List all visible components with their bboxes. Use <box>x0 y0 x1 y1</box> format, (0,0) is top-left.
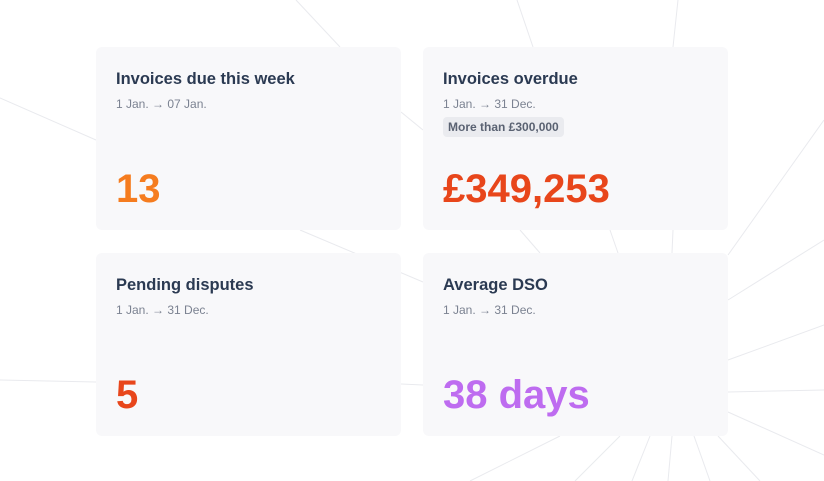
card-title: Invoices due this week <box>116 70 295 88</box>
card-value: 38 days <box>443 373 590 417</box>
card-invoices-overdue: Invoices overdue 1 Jan. → 31 Dec. More t… <box>423 47 728 230</box>
threshold-badge: More than £300,000 <box>443 117 564 137</box>
card-date-range: 1 Jan. → 31 Dec. <box>116 303 209 317</box>
card-pending-disputes: Pending disputes 1 Jan. → 31 Dec. 5 <box>96 253 401 436</box>
card-date-range: 1 Jan. → 31 Dec. <box>443 97 536 111</box>
card-value: 13 <box>116 167 161 211</box>
card-value: 5 <box>116 373 139 417</box>
card-title: Invoices overdue <box>443 70 578 88</box>
card-title: Pending disputes <box>116 276 254 294</box>
card-average-dso: Average DSO 1 Jan. → 31 Dec. 38 days <box>423 253 728 436</box>
card-date-range: 1 Jan. → 07 Jan. <box>116 97 207 111</box>
card-title: Average DSO <box>443 276 548 294</box>
card-date-range: 1 Jan. → 31 Dec. <box>443 303 536 317</box>
card-value: £349,253 <box>443 167 610 211</box>
card-invoices-due: Invoices due this week 1 Jan. → 07 Jan. … <box>96 47 401 230</box>
